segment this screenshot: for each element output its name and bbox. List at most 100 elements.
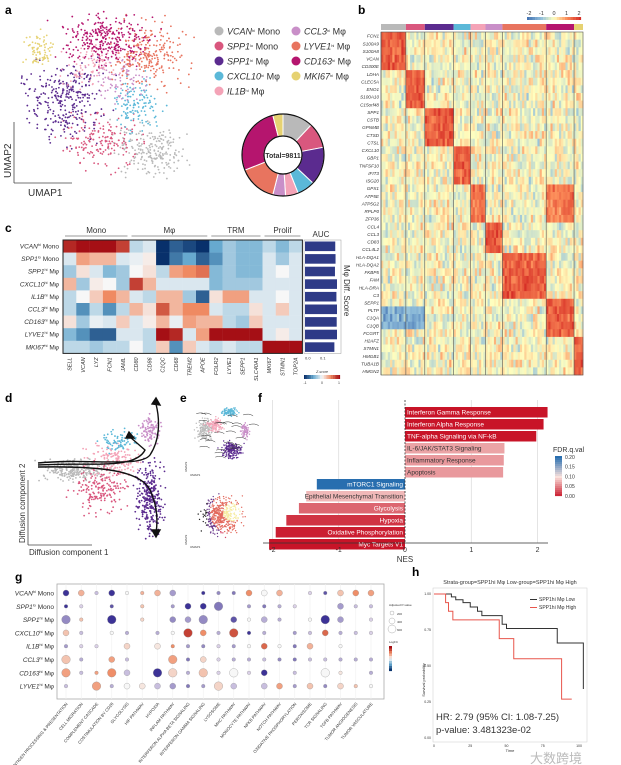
umap-point — [75, 118, 78, 121]
heatmap-cell — [399, 214, 402, 223]
heatmap-cell — [462, 192, 465, 200]
heatmap-cell — [401, 176, 404, 185]
heatmap-cell — [403, 275, 407, 284]
heatmap-cell — [442, 161, 446, 170]
heatmap-cell — [444, 115, 448, 124]
umap-point — [89, 113, 92, 116]
heatmap-cell — [455, 77, 459, 86]
heatmap-cell — [462, 359, 465, 368]
heatmap-cell — [479, 62, 482, 71]
heatmap-cell — [383, 359, 386, 368]
heatmap-cell — [407, 306, 411, 315]
heatmap-cell — [438, 161, 441, 170]
heatmap-cell — [422, 260, 426, 269]
heatmap-cell — [524, 153, 527, 162]
heatmap-cell — [476, 100, 480, 109]
heatmap-cell — [453, 70, 457, 79]
heatmap-cell — [444, 237, 448, 246]
heatmap-cell — [403, 336, 407, 345]
heatmap-cell — [472, 222, 476, 231]
heatmap-cell — [433, 161, 437, 170]
umap-point — [144, 84, 147, 87]
heatmap-cell — [433, 146, 437, 155]
heatmap-cell — [526, 321, 529, 330]
umap-point — [148, 155, 151, 158]
umap-point — [90, 75, 92, 78]
heatmap-cell — [424, 92, 428, 101]
heatmap-cell — [537, 161, 540, 170]
heatmap-cell — [537, 214, 540, 223]
umap-point — [146, 41, 149, 44]
heatmap-cell — [438, 184, 441, 193]
heatmap-cell — [427, 92, 430, 101]
heatmap-cell — [479, 253, 482, 261]
heatmap-cell — [472, 329, 476, 338]
heatmap-cell — [524, 39, 527, 48]
heatmap-cell — [427, 298, 430, 307]
umap-point — [57, 95, 60, 98]
umap-point — [101, 44, 104, 47]
heatmap-cell — [506, 306, 510, 315]
heatmap-cell — [468, 184, 471, 193]
heatmap-cell — [515, 245, 519, 254]
heatmap-cell — [414, 85, 417, 94]
umap-point — [28, 110, 31, 112]
heatmap-cell — [474, 344, 478, 353]
heatmap-cell — [496, 359, 499, 368]
heatmap-cell — [453, 306, 457, 315]
heatmap-cell — [424, 260, 428, 269]
umap-point — [80, 127, 83, 129]
umap-point — [139, 137, 142, 140]
heatmap-cell — [472, 367, 476, 376]
heatmap-cell — [481, 336, 484, 345]
umap-point — [102, 37, 105, 40]
umap-point — [125, 14, 128, 17]
heatmap-cell — [476, 146, 480, 155]
heatmap-cell — [444, 207, 448, 216]
umap-point — [65, 44, 68, 47]
heatmap-cell — [451, 306, 454, 315]
heatmap-cell — [455, 314, 459, 322]
heatmap-cell — [383, 131, 386, 140]
heatmap-cell — [424, 108, 428, 117]
umap-point — [88, 84, 91, 87]
heatmap-cell — [381, 184, 384, 193]
heatmap-cell — [464, 199, 467, 208]
heatmap-cell — [457, 214, 461, 223]
heatmap-cell — [410, 131, 413, 140]
umap-point — [37, 61, 40, 64]
heatmap-cell — [449, 245, 452, 254]
heatmap-cell — [446, 260, 450, 269]
umap-point — [48, 135, 51, 138]
umap-point — [29, 43, 31, 46]
heatmap-cell — [493, 321, 497, 330]
heatmap-cell — [535, 314, 538, 322]
umap-point — [29, 36, 31, 38]
row-label: SPP1hi Mφ — [227, 57, 269, 67]
heatmap-cell — [464, 70, 467, 79]
heatmap-cell — [431, 161, 434, 170]
umap-point — [89, 135, 91, 138]
umap-point — [90, 57, 93, 60]
heatmap-cell — [433, 253, 437, 261]
heatmap-cell — [487, 245, 491, 254]
umap-point — [82, 119, 85, 121]
umap-point — [113, 132, 116, 134]
umap-point — [115, 57, 117, 60]
heatmap-cell — [451, 352, 454, 361]
umap-point — [147, 102, 150, 105]
heatmap-cell — [399, 336, 402, 345]
heatmap-cell — [522, 329, 525, 338]
heatmap-cell — [485, 359, 488, 368]
heatmap-cell — [387, 100, 391, 109]
heatmap-cell — [515, 298, 519, 307]
heatmap-cell — [455, 199, 459, 208]
heatmap-cell — [390, 54, 393, 63]
heatmap-cell — [466, 161, 469, 170]
heatmap-cell — [479, 92, 482, 101]
heatmap-cell — [485, 314, 488, 322]
heatmap-cell — [420, 192, 423, 200]
heatmap-cell — [435, 100, 439, 109]
umap-point — [150, 95, 152, 98]
umap-point — [132, 63, 134, 66]
